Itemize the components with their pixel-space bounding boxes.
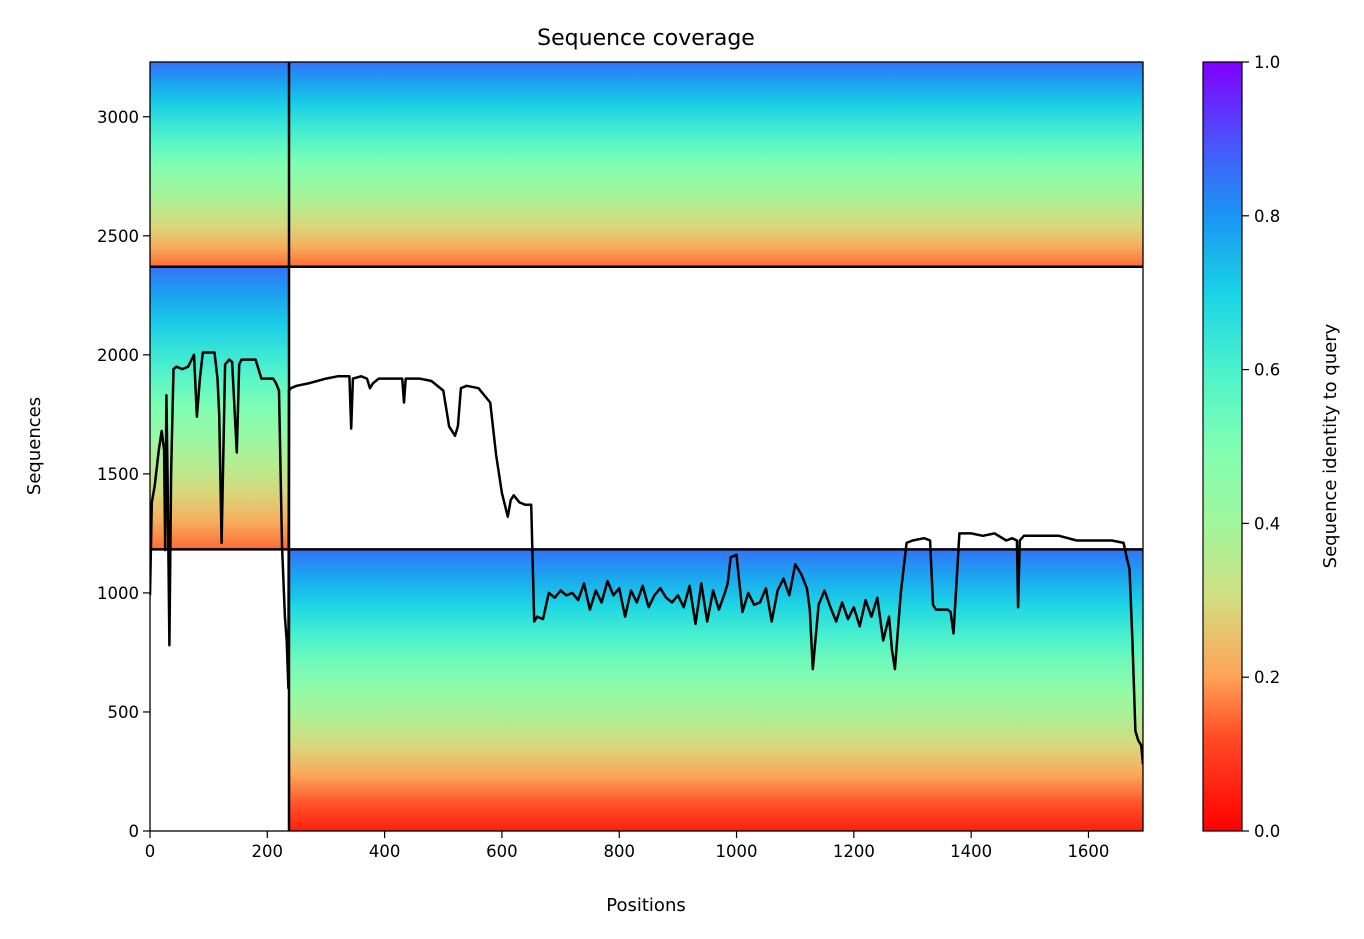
x-tick-label: 1200 — [833, 842, 875, 861]
x-tick-label: 400 — [369, 842, 401, 861]
y-axis-ticks: 0 500 1000 1500 2000 2500 3000 — [97, 108, 150, 841]
chart-title: Sequence coverage — [537, 26, 755, 51]
colorbar-tick-label: 0.2 — [1254, 668, 1280, 687]
x-tick-label: 0 — [145, 842, 156, 861]
x-tick-label: 1600 — [1067, 842, 1109, 861]
y-axis-label: Sequences — [24, 397, 45, 495]
colorbar: 0.0 0.2 0.4 0.6 0.8 1.0 Sequence identity to … — [1202, 53, 1341, 841]
coverage-block — [289, 549, 1143, 831]
y-tick-label: 1500 — [97, 465, 139, 484]
y-tick-label: 2500 — [97, 227, 139, 246]
plot-area — [149, 61, 1144, 832]
x-tick-label: 1000 — [716, 842, 758, 861]
colorbar-tick-label: 0.0 — [1254, 822, 1280, 841]
plot-frame — [149, 61, 1144, 832]
x-tick-label: 600 — [486, 842, 518, 861]
y-tick-label: 0 — [129, 822, 140, 841]
x-axis-label: Positions — [606, 895, 685, 916]
y-tick-label: 500 — [108, 703, 140, 722]
x-axis-ticks: 0 200 400 600 800 1000 1200 1400 1600 — [145, 831, 1109, 861]
colorbar-tick-label: 0.8 — [1254, 207, 1280, 226]
coverage-block — [289, 62, 1143, 267]
x-tick-label: 1400 — [950, 842, 992, 861]
coverage-block — [150, 62, 290, 267]
x-tick-label: 200 — [252, 842, 284, 861]
y-tick-label: 1000 — [97, 584, 139, 603]
colorbar-tick-label: 0.4 — [1254, 514, 1280, 533]
x-tick-label: 800 — [603, 842, 635, 861]
coverage-line — [150, 351, 1143, 765]
colorbar-gradient — [1202, 61, 1243, 832]
y-tick-label: 3000 — [97, 108, 139, 127]
colorbar-ticks: 0.0 0.2 0.4 0.6 0.8 1.0 — [1242, 53, 1280, 841]
colorbar-tick-label: 1.0 — [1254, 53, 1280, 72]
colorbar-label: Sequence identity to query — [1320, 323, 1341, 568]
y-tick-label: 2000 — [97, 346, 139, 365]
colorbar-tick-label: 0.6 — [1254, 361, 1280, 380]
